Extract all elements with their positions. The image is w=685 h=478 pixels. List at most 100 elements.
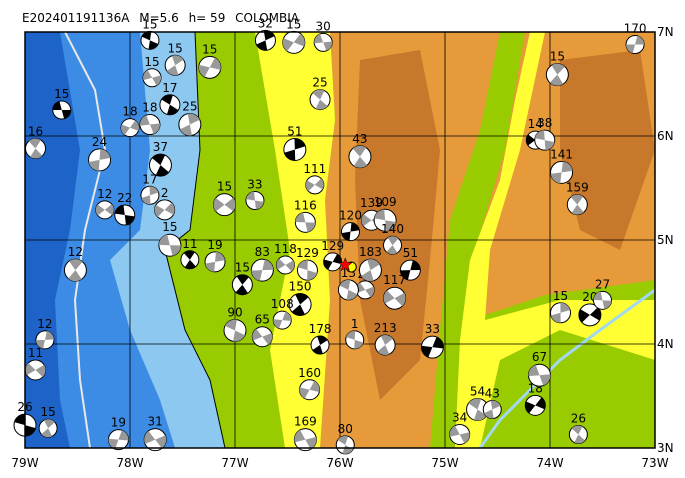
ball-quadrant — [525, 401, 536, 414]
ball-quadrant — [432, 336, 444, 349]
ball-quadrant — [205, 261, 216, 272]
ball-quadrant — [35, 339, 45, 349]
beachball — [482, 400, 502, 420]
ball-quadrant — [30, 148, 43, 159]
ball-quadrant — [323, 41, 333, 51]
depth-label: 15 — [550, 50, 565, 64]
ball-quadrant — [550, 312, 561, 323]
ball-quadrant — [35, 364, 46, 377]
beachball — [254, 29, 276, 51]
beachball — [399, 259, 421, 281]
ball-quadrant — [315, 99, 328, 110]
beachball — [164, 54, 186, 76]
ball-quadrant — [141, 195, 151, 205]
ball-quadrant — [528, 364, 540, 377]
ball-quadrant — [235, 284, 248, 295]
ball-quadrant — [285, 260, 295, 272]
lat-label: 4N — [657, 337, 674, 351]
ball-quadrant — [459, 432, 470, 444]
ball-quadrant — [367, 259, 380, 271]
ball-quadrant — [225, 319, 237, 331]
depth-label: 1 — [351, 317, 359, 331]
ball-quadrant — [346, 330, 356, 340]
lon-label: 78W — [116, 456, 143, 470]
beachball — [245, 190, 265, 210]
ball-quadrant — [88, 159, 100, 171]
depth-label: 14 — [528, 117, 543, 131]
ball-quadrant — [52, 101, 62, 110]
ball-quadrant — [526, 134, 536, 146]
beachball — [420, 335, 444, 359]
ball-quadrant — [141, 31, 152, 41]
depth-label: 2 — [161, 186, 169, 200]
depth-label: 12 — [68, 245, 83, 259]
depth-label: 24 — [92, 135, 107, 149]
beachball — [148, 153, 172, 177]
depth-label: 150 — [289, 279, 312, 293]
ball-quadrant — [166, 104, 179, 115]
ball-quadrant — [169, 245, 181, 256]
beachball — [374, 334, 396, 356]
beachball — [143, 428, 167, 452]
ball-quadrant — [421, 345, 433, 358]
ball-quadrant — [108, 438, 119, 450]
ball-quadrant — [571, 204, 584, 215]
ball-quadrant — [374, 209, 386, 221]
depth-label: 141 — [550, 147, 573, 161]
ball-quadrant — [305, 180, 315, 192]
beachball — [159, 94, 181, 116]
ball-quadrant — [121, 124, 130, 135]
trench — [64, 32, 107, 448]
beachball — [348, 145, 372, 169]
ball-quadrant — [386, 245, 398, 255]
lon-label: 77W — [221, 456, 248, 470]
ball-quadrant — [149, 186, 159, 196]
beachball — [95, 200, 115, 220]
ball-quadrant — [254, 200, 264, 210]
beachball — [154, 199, 176, 221]
ball-quadrant — [68, 270, 82, 282]
depth-label: 15 — [553, 289, 568, 303]
depth-label: 33 — [425, 322, 440, 336]
ball-quadrant — [312, 345, 323, 355]
beachball — [38, 418, 58, 438]
ball-quadrant — [148, 40, 159, 50]
depth-label: 34 — [452, 410, 467, 424]
ball-quadrant — [574, 434, 586, 444]
ball-quadrant — [295, 212, 306, 223]
beachball — [550, 160, 574, 184]
beachball — [337, 279, 359, 301]
beachball — [383, 286, 407, 310]
beachball — [323, 252, 343, 272]
ball-quadrant — [124, 215, 135, 225]
beachball — [545, 63, 569, 87]
depth-label: 116 — [294, 198, 317, 212]
beachball — [313, 32, 333, 52]
beachball — [309, 89, 331, 111]
ball-quadrant — [337, 435, 349, 445]
depth-label: 129 — [321, 239, 344, 253]
title: E202401191136A M=5.6 h= 59 COLOMBIA — [22, 11, 300, 25]
beachball — [107, 429, 129, 451]
beachball — [373, 208, 397, 232]
beachball — [305, 175, 325, 195]
beachball — [335, 435, 355, 455]
ball-quadrant — [346, 289, 358, 300]
beachball — [296, 259, 318, 281]
depth-label: 139 — [360, 196, 383, 210]
ball-quadrant — [383, 290, 395, 304]
ball-quadrant — [342, 444, 353, 454]
depth-label: 129 — [296, 246, 319, 260]
depth-label: 15 — [40, 405, 55, 419]
depth-label: 109 — [374, 195, 397, 209]
ball-quadrant — [361, 214, 372, 227]
ball-quadrant — [317, 336, 328, 346]
depth-label: 15 — [162, 220, 177, 234]
beachball — [524, 394, 546, 416]
depth-label: 25 — [182, 100, 197, 114]
ball-quadrant — [293, 33, 305, 47]
depth-label: 31 — [148, 415, 163, 429]
beachball — [198, 55, 222, 79]
